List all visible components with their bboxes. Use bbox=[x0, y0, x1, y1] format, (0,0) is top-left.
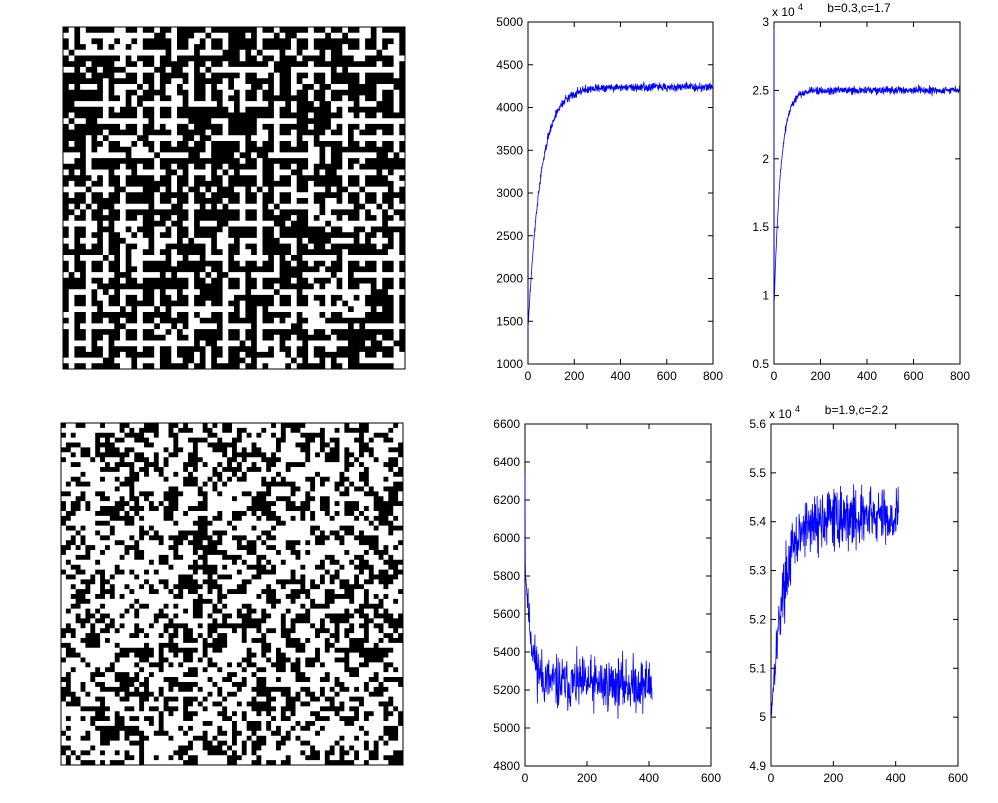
line-plot-bottom-middle: 0 200 400 600 4800 5000 5200 5400 5600 5800 6000 62… bbox=[493, 417, 721, 785]
y-tick-label: 5.4 bbox=[749, 515, 766, 529]
y-tick-label: 5000 bbox=[493, 721, 520, 735]
y-tick-label: 2000 bbox=[496, 272, 523, 286]
y-tick-label: 5800 bbox=[493, 569, 520, 583]
x-tick-label: 400 bbox=[886, 771, 906, 785]
x-tick-label: 800 bbox=[703, 369, 723, 383]
x-tick-label: 0 bbox=[522, 771, 529, 785]
plot-frame bbox=[773, 21, 961, 365]
series-line bbox=[524, 475, 653, 719]
plot-title: b=1.9,c=2.2 bbox=[825, 403, 889, 417]
y-tick-label: 5.3 bbox=[749, 564, 766, 578]
y-tick-label: 5200 bbox=[493, 683, 520, 697]
plot-frame bbox=[770, 423, 959, 767]
y-tick-label: 2 bbox=[762, 152, 769, 166]
lattice-grid-top bbox=[62, 26, 406, 370]
y-tick-label: 1 bbox=[762, 289, 769, 303]
y-tick-label: 5600 bbox=[493, 607, 520, 621]
x-tick-label: 800 bbox=[950, 369, 970, 383]
grid-cells bbox=[62, 27, 405, 369]
x-tick-label: 200 bbox=[823, 771, 843, 785]
series-line bbox=[773, 28, 961, 301]
y-tick-label: 3000 bbox=[496, 186, 523, 200]
y-tick-label: 4800 bbox=[493, 759, 520, 773]
y-tick-label: 0.5 bbox=[752, 357, 769, 371]
line-plot-bottom-right: 0 200 400 600 4.9 5 5.1 5.2 5.3 5.4 5.5 5.6x 10 4 b=1… bbox=[749, 403, 968, 785]
x-tick-label: 0 bbox=[768, 771, 775, 785]
x-tick-label: 600 bbox=[701, 771, 721, 785]
grid-cells bbox=[61, 423, 403, 765]
x-tick-label: 600 bbox=[948, 771, 968, 785]
y-tick-label: 2.5 bbox=[752, 83, 769, 97]
y-tick-label: 6000 bbox=[493, 531, 520, 545]
y-tick-label: 5.2 bbox=[749, 612, 766, 626]
x-tick-label: 400 bbox=[610, 369, 630, 383]
y-tick-label: 5.6 bbox=[749, 417, 766, 431]
series-line bbox=[527, 80, 714, 330]
y-tick-label: 1500 bbox=[496, 314, 523, 328]
plot-frame bbox=[527, 21, 714, 365]
y-tick-label: 1000 bbox=[496, 357, 523, 371]
y-tick-label: 5400 bbox=[493, 645, 520, 659]
x-tick-label: 0 bbox=[771, 369, 778, 383]
y-tick-label: 6400 bbox=[493, 455, 520, 469]
x-tick-label: 200 bbox=[577, 771, 597, 785]
x-tick-label: 600 bbox=[903, 369, 923, 383]
y-tick-label: 1.5 bbox=[752, 220, 769, 234]
x-tick-label: 0 bbox=[525, 369, 532, 383]
y-tick-label: 6600 bbox=[493, 417, 520, 431]
line-plot-top-middle: 0 200 400 600 800 1000 1500 2000 2500 3000 3500 400… bbox=[496, 15, 723, 383]
y-tick-label: 5.5 bbox=[749, 466, 766, 480]
y-exponent-power: 4 bbox=[795, 404, 800, 414]
y-tick-label: 4000 bbox=[496, 101, 523, 115]
x-tick-label: 400 bbox=[639, 771, 659, 785]
line-plot-top-right: 0 200 400 600 800 0.5 1 1.5 2 2.5 3x 10 4 b=0.3,c=1.… bbox=[752, 1, 970, 383]
x-tick-label: 200 bbox=[564, 369, 584, 383]
y-tick-label: 5.1 bbox=[749, 661, 766, 675]
y-tick-label: 5000 bbox=[496, 15, 523, 29]
series-line bbox=[770, 484, 900, 717]
x-tick-label: 600 bbox=[657, 369, 677, 383]
plot-title: b=0.3,c=1.7 bbox=[827, 1, 891, 15]
y-tick-label: 6200 bbox=[493, 493, 520, 507]
y-tick-label: 2500 bbox=[496, 229, 523, 243]
y-exponent-label: x 10 bbox=[772, 5, 795, 19]
y-exponent-power: 4 bbox=[798, 2, 803, 12]
y-tick-label: 4500 bbox=[496, 58, 523, 72]
y-tick-label: 4.9 bbox=[749, 759, 766, 773]
lattice-grid-bottom bbox=[60, 422, 404, 766]
y-tick-label: 5 bbox=[759, 710, 766, 724]
y-exponent-label: x 10 bbox=[769, 407, 792, 421]
x-tick-label: 200 bbox=[810, 369, 830, 383]
y-tick-label: 3 bbox=[762, 15, 769, 29]
y-tick-label: 3500 bbox=[496, 143, 523, 157]
x-tick-label: 400 bbox=[857, 369, 877, 383]
